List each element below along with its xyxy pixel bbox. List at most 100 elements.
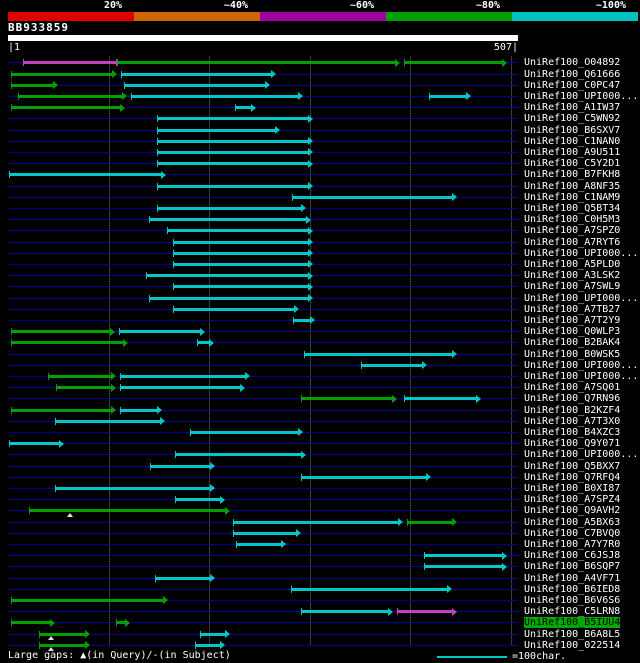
hsp-segment[interactable] — [11, 330, 111, 334]
hit-label[interactable]: UniRef100_B6A8L5 — [524, 628, 621, 640]
hit-label[interactable]: UniRef100_Q5BXX7 — [524, 460, 621, 472]
hit-label[interactable]: UniRef100_Q7RFQ4 — [524, 471, 621, 483]
hit-label[interactable]: UniRef100_Q7RN96 — [524, 393, 621, 405]
hsp-segment[interactable] — [235, 106, 252, 110]
hsp-segment[interactable] — [197, 341, 211, 345]
hit-label[interactable]: UniRef100_A7T3X0 — [524, 415, 621, 427]
hsp-segment[interactable] — [18, 94, 123, 98]
hsp-segment[interactable] — [115, 621, 126, 625]
hsp-segment[interactable] — [300, 610, 390, 614]
hsp-segment[interactable] — [173, 240, 309, 244]
hit-label[interactable]: UniRef100_Q61666 — [524, 68, 621, 80]
hsp-segment[interactable] — [55, 419, 161, 423]
hit-label[interactable]: UniRef100_B4XZC3 — [524, 426, 621, 438]
hit-label[interactable]: UniRef100_UPI000... — [524, 247, 639, 259]
hsp-segment[interactable] — [233, 531, 297, 535]
hsp-segment[interactable] — [154, 576, 212, 580]
hit-label[interactable]: UniRef100_C1NAM9 — [524, 191, 621, 203]
hsp-segment[interactable] — [149, 464, 212, 468]
hsp-segment[interactable] — [291, 195, 453, 199]
hit-label[interactable]: UniRef100_A1IW37 — [524, 102, 621, 114]
hit-label[interactable]: UniRef100_A7TB27 — [524, 303, 621, 315]
hit-label[interactable]: UniRef100_UPI000... — [524, 90, 639, 102]
hsp-segment[interactable] — [23, 61, 117, 65]
hit-label[interactable]: UniRef100_B7FKH8 — [524, 169, 621, 181]
hsp-segment[interactable] — [175, 453, 302, 457]
hit-label[interactable]: UniRef100_A7SWL9 — [524, 281, 621, 293]
hsp-segment[interactable] — [407, 520, 453, 524]
hit-label[interactable]: UniRef100_A7RYT6 — [524, 236, 621, 248]
hit-label[interactable]: UniRef100_C5Y2D1 — [524, 158, 621, 170]
hit-label[interactable]: UniRef100_C0H5M3 — [524, 214, 621, 226]
hsp-segment[interactable] — [424, 554, 503, 558]
hsp-segment[interactable] — [29, 509, 227, 513]
hit-label[interactable]: UniRef100_B0WSK5 — [524, 348, 621, 360]
hsp-segment[interactable] — [11, 106, 121, 110]
hit-label[interactable]: UniRef100_B2KZF4 — [524, 404, 621, 416]
hsp-segment[interactable] — [397, 610, 453, 614]
hsp-segment[interactable] — [173, 307, 295, 311]
hsp-segment[interactable] — [55, 486, 212, 490]
hsp-segment[interactable] — [175, 498, 222, 502]
hit-label[interactable]: UniRef100_O04892 — [524, 57, 621, 69]
hsp-segment[interactable] — [156, 162, 309, 166]
hit-label[interactable]: UniRef100_A9U511 — [524, 146, 621, 158]
hsp-segment[interactable] — [9, 442, 61, 446]
hsp-segment[interactable] — [236, 542, 282, 546]
hsp-segment[interactable] — [233, 520, 400, 524]
hit-label[interactable]: UniRef100_B6SQP7 — [524, 561, 621, 573]
hsp-segment[interactable] — [361, 363, 423, 367]
hsp-segment[interactable] — [173, 262, 309, 266]
hit-label[interactable]: UniRef100_C7BVQ0 — [524, 527, 621, 539]
hit-label[interactable]: UniRef100_C5LRN8 — [524, 606, 621, 618]
hsp-segment[interactable] — [424, 565, 503, 569]
hsp-segment[interactable] — [156, 139, 309, 143]
hsp-segment[interactable] — [9, 173, 162, 177]
hit-label[interactable]: UniRef100_C1NAN0 — [524, 135, 621, 147]
hsp-segment[interactable] — [119, 386, 242, 390]
hit-label[interactable]: UniRef100_A8NF35 — [524, 180, 621, 192]
hsp-segment[interactable] — [303, 352, 453, 356]
hsp-segment[interactable] — [156, 150, 309, 154]
hsp-segment[interactable] — [156, 206, 302, 210]
hit-label[interactable]: UniRef100_UPI000... — [524, 370, 639, 382]
hsp-segment[interactable] — [123, 83, 266, 87]
hit-label[interactable]: UniRef100_B5IUU4 — [524, 617, 621, 629]
hsp-segment[interactable] — [145, 274, 309, 278]
hit-label[interactable]: UniRef100_C5WN92 — [524, 113, 621, 125]
hit-label[interactable]: UniRef100_Q0WLP3 — [524, 326, 621, 338]
hsp-segment[interactable] — [173, 251, 309, 255]
hsp-segment[interactable] — [39, 632, 86, 636]
hsp-segment[interactable] — [120, 72, 272, 76]
hit-label[interactable]: UniRef100_A5PLD0 — [524, 258, 621, 270]
hit-label[interactable]: UniRef100_B6SXV7 — [524, 124, 621, 136]
hsp-segment[interactable] — [11, 408, 112, 412]
hsp-segment[interactable] — [190, 430, 299, 434]
hit-label[interactable]: UniRef100_B6IED8 — [524, 583, 621, 595]
hsp-segment[interactable] — [119, 374, 247, 378]
hsp-segment[interactable] — [156, 184, 309, 188]
hsp-segment[interactable] — [200, 632, 227, 636]
hit-label[interactable]: UniRef100_Q9AVH2 — [524, 505, 621, 517]
hsp-segment[interactable] — [11, 72, 113, 76]
hit-label[interactable]: UniRef100_Q5BT34 — [524, 202, 621, 214]
hsp-segment[interactable] — [56, 386, 112, 390]
hit-label[interactable]: UniRef100_022514 — [524, 639, 621, 651]
hit-label[interactable]: UniRef100_A7SQ01 — [524, 382, 621, 394]
hsp-segment[interactable] — [39, 643, 86, 647]
hsp-segment[interactable] — [300, 475, 427, 479]
hsp-segment[interactable] — [11, 621, 52, 625]
hit-label[interactable]: UniRef100_A5BX63 — [524, 516, 621, 528]
hit-label[interactable]: UniRef100_C0PC47 — [524, 79, 621, 91]
hsp-segment[interactable] — [48, 374, 112, 378]
hit-label[interactable]: UniRef100_A7T2Y9 — [524, 314, 621, 326]
hsp-segment[interactable] — [119, 408, 158, 412]
hsp-segment[interactable] — [290, 587, 448, 591]
hit-label[interactable]: UniRef100_C6JSJ8 — [524, 550, 621, 562]
hsp-segment[interactable] — [116, 61, 397, 65]
hsp-segment[interactable] — [173, 285, 309, 289]
hit-label[interactable]: UniRef100_UPI000... — [524, 449, 639, 461]
hsp-segment[interactable] — [404, 61, 503, 65]
hsp-segment[interactable] — [195, 643, 222, 647]
hsp-segment[interactable] — [404, 397, 477, 401]
